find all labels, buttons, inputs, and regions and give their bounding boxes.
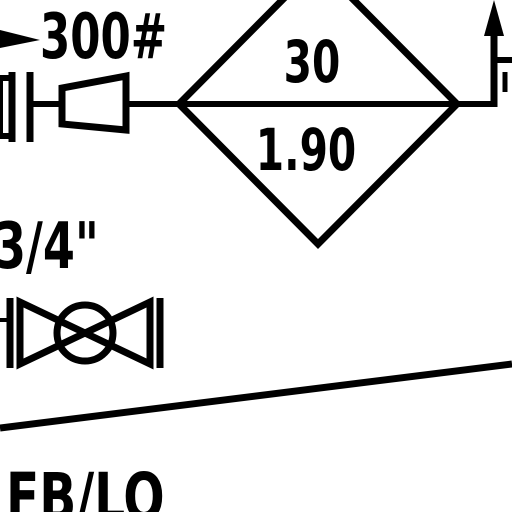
leader-arrowhead (0, 30, 40, 48)
pressure-rating-label: 300# (40, 1, 167, 73)
diamond-top-value: 30 (284, 30, 341, 97)
diagonal-leader-line (0, 360, 512, 432)
valve-status-label: FB/LO (6, 460, 165, 512)
valve-icon (6, 296, 164, 370)
up-arrow-icon (484, 0, 504, 36)
flange-edge (0, 75, 15, 139)
reducer-icon (58, 71, 130, 134)
pipe-size-label: 3/4" (0, 208, 99, 283)
instrument-diamond (174, 0, 462, 249)
diamond-bottom-value: 1.90 (256, 118, 356, 185)
